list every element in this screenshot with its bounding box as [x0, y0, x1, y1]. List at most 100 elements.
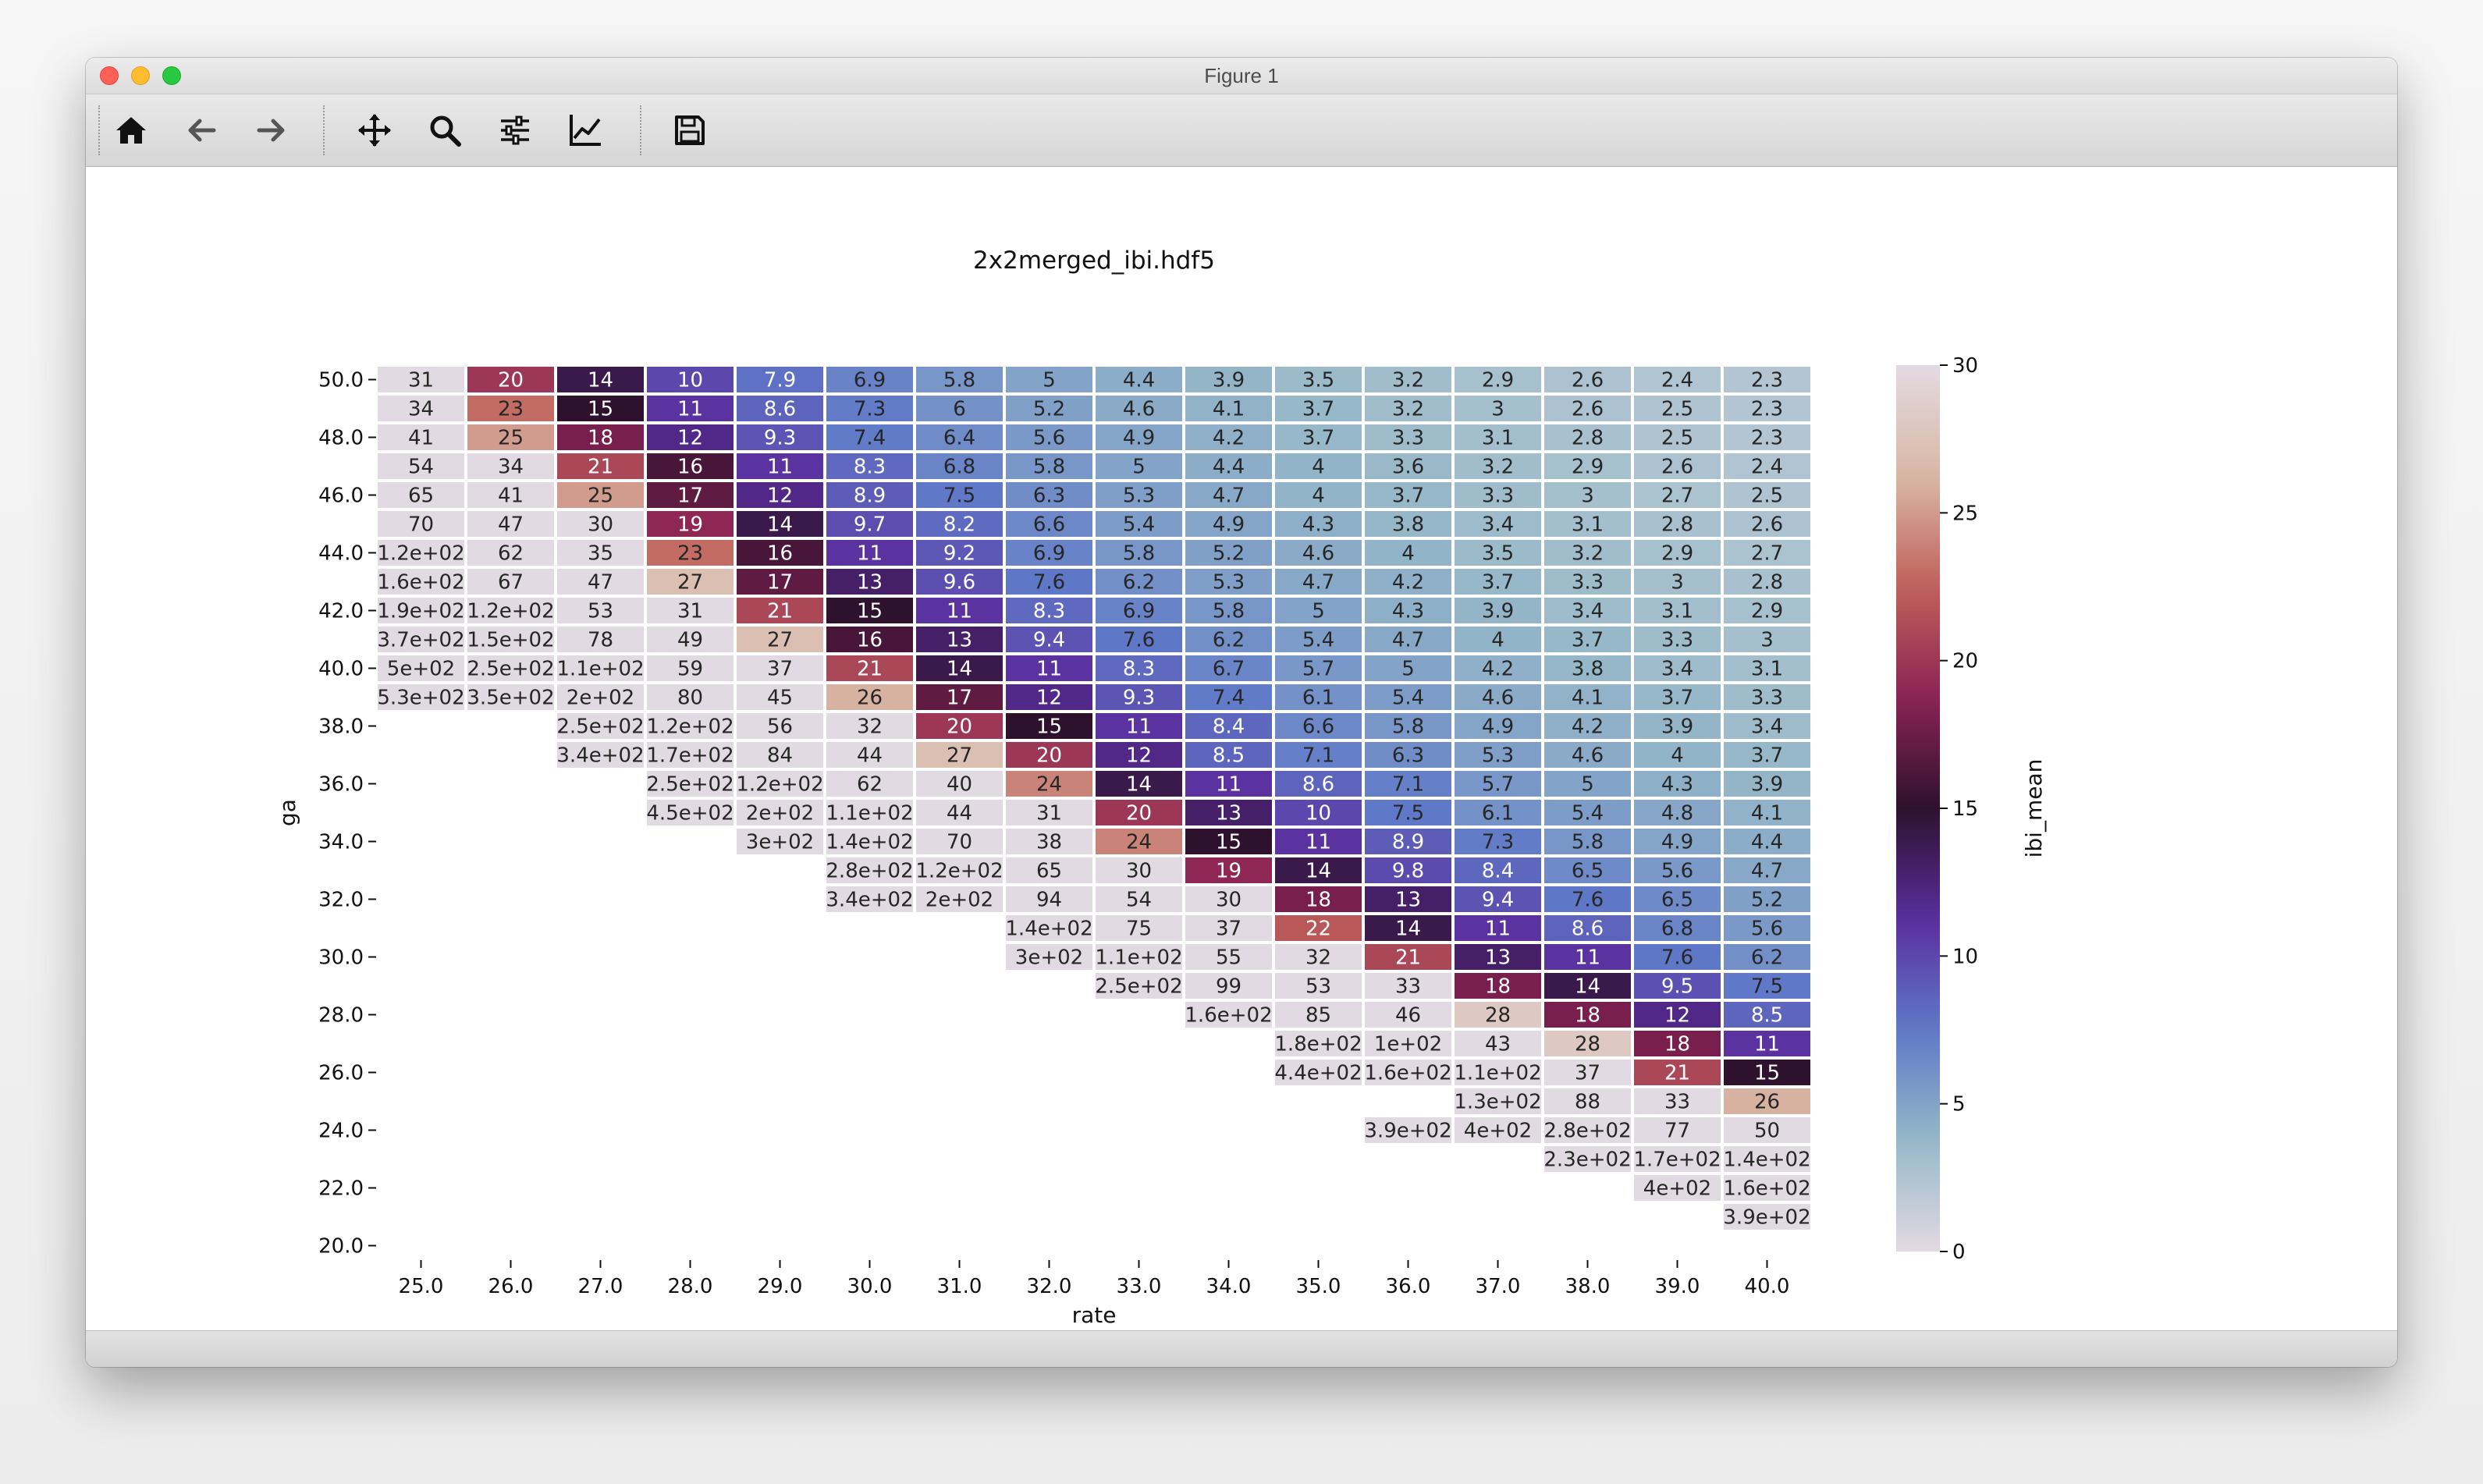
heatmap-cell [1365, 1031, 1451, 1056]
cell-label: 17 [947, 687, 972, 710]
cell-label: 15 [1036, 715, 1062, 739]
cell-label: 11 [1485, 918, 1511, 941]
cell-label: 3.9e+02 [1364, 1120, 1451, 1143]
cell-label: 8.3 [1123, 658, 1155, 681]
heatmap-cell [1544, 1117, 1631, 1143]
heatmap-cell [737, 655, 823, 681]
cell-label: 31 [408, 369, 434, 392]
heatmap-cell [737, 771, 823, 797]
cell-label: 9.2 [943, 542, 975, 566]
heatmap-cell [378, 598, 464, 623]
heatmap-cell [1455, 540, 1541, 566]
minimize-window-button[interactable] [131, 66, 150, 85]
save-button[interactable] [668, 108, 712, 152]
heatmap-cell [1275, 482, 1362, 508]
close-window-button[interactable] [100, 66, 119, 85]
cell-label: 2.8e+02 [826, 860, 913, 883]
zoom-window-button[interactable] [162, 66, 181, 85]
heatmap-cell [1634, 598, 1721, 623]
heatmap-cell [1185, 944, 1272, 970]
heatmap-cell [647, 742, 734, 768]
zoom-button[interactable] [423, 108, 467, 152]
heatmap-cell [737, 367, 823, 392]
heatmap-cell [1275, 453, 1362, 479]
home-button[interactable] [109, 108, 153, 152]
heatmap-cell [916, 771, 1003, 797]
forward-button[interactable] [250, 108, 293, 152]
heatmap-cell [1634, 742, 1721, 768]
cell-label: 32 [857, 715, 883, 739]
configure-subplots-button[interactable] [493, 108, 537, 152]
pan-button[interactable] [353, 108, 396, 152]
cell-label: 3.9 [1661, 715, 1693, 739]
cell-label: 3.4 [1482, 513, 1514, 537]
cell-label: 6.9 [1123, 600, 1155, 623]
heatmap-cell [1634, 1031, 1721, 1056]
heatmap-cell [1096, 540, 1182, 566]
cell-label: 3 [1581, 485, 1594, 508]
heatmap-cell [1185, 367, 1272, 392]
cell-label: 21 [857, 658, 883, 681]
cell-label: 1.1e+02 [826, 802, 913, 825]
cell-label: 2.5 [1661, 398, 1693, 421]
heatmap-cell [1365, 1117, 1451, 1143]
cell-label: 18 [1664, 1033, 1690, 1056]
heatmap-cell [1455, 915, 1541, 941]
heatmap-cell [467, 482, 554, 508]
heatmap-cell [1724, 598, 1810, 623]
heatmap-cell [1455, 655, 1541, 681]
cell-label: 21 [767, 600, 793, 623]
cell-label: 3.1 [1482, 427, 1514, 450]
heatmap-cell [1006, 511, 1092, 537]
cell-label: 27 [947, 744, 972, 768]
cell-label: 20 [1126, 802, 1152, 825]
cell-label: 9.4 [1482, 889, 1514, 912]
heatmap-cell [1365, 1060, 1451, 1085]
heatmap-cell [916, 511, 1003, 537]
cell-label: 6.1 [1482, 802, 1514, 825]
cell-label: 5 [1043, 369, 1056, 392]
cell-label: 5.2 [1751, 889, 1783, 912]
y-tick-label: 40.0 [318, 658, 364, 681]
y-tick-label: 26.0 [318, 1062, 364, 1085]
cell-label: 7.5 [1392, 802, 1424, 825]
cell-label: 26 [1754, 1091, 1780, 1114]
heatmap-cell [1006, 482, 1092, 508]
x-tick-label: 34.0 [1206, 1275, 1252, 1298]
edit-axis-button[interactable] [563, 108, 607, 152]
cell-label: 2.9 [1661, 542, 1693, 566]
heatmap-cell [1275, 742, 1362, 768]
heatmap-cell [916, 627, 1003, 652]
x-tick-label: 29.0 [758, 1275, 803, 1298]
heatmap-cell [1544, 800, 1631, 825]
cell-label: 17 [677, 485, 703, 508]
heatmap-cell [1544, 1146, 1631, 1172]
heatmap-cell [1544, 1060, 1631, 1085]
cell-label: 7.1 [1392, 773, 1424, 797]
back-button[interactable] [179, 108, 223, 152]
heatmap-cell [1006, 771, 1092, 797]
cell-label: 2.6 [1661, 456, 1693, 479]
heatmap-cell [1275, 1031, 1362, 1056]
heatmap-cell [1455, 424, 1541, 450]
zoom-icon [430, 115, 461, 147]
heatmap-cell [737, 829, 823, 854]
heatmap-cell [1096, 598, 1182, 623]
heatmap-cell [737, 684, 823, 710]
cell-label: 3.9 [1213, 369, 1245, 392]
cell-label: 2e+02 [746, 802, 814, 825]
x-tick-label: 31.0 [937, 1275, 982, 1298]
heatmap-cell [737, 800, 823, 825]
cell-label: 19 [677, 513, 703, 537]
heatmap-cell [1724, 396, 1810, 421]
cell-label: 10 [1305, 802, 1331, 825]
cell-label: 18 [1305, 889, 1331, 912]
heatmap-cell [1275, 424, 1362, 450]
cell-label: 4.2 [1392, 571, 1424, 595]
heatmap-cell [1634, 1146, 1721, 1172]
colorbar-tick-label: 10 [1952, 945, 1978, 968]
cell-label: 5 [1401, 658, 1415, 681]
plot-canvas[interactable]: 2x2merged_ibi.hdf5 31 20 14 10 7.9 6.9 5.8 5 4.4 3… [86, 167, 2397, 1331]
heatmap-cell [1275, 598, 1362, 623]
heatmap-cell [1185, 684, 1272, 710]
